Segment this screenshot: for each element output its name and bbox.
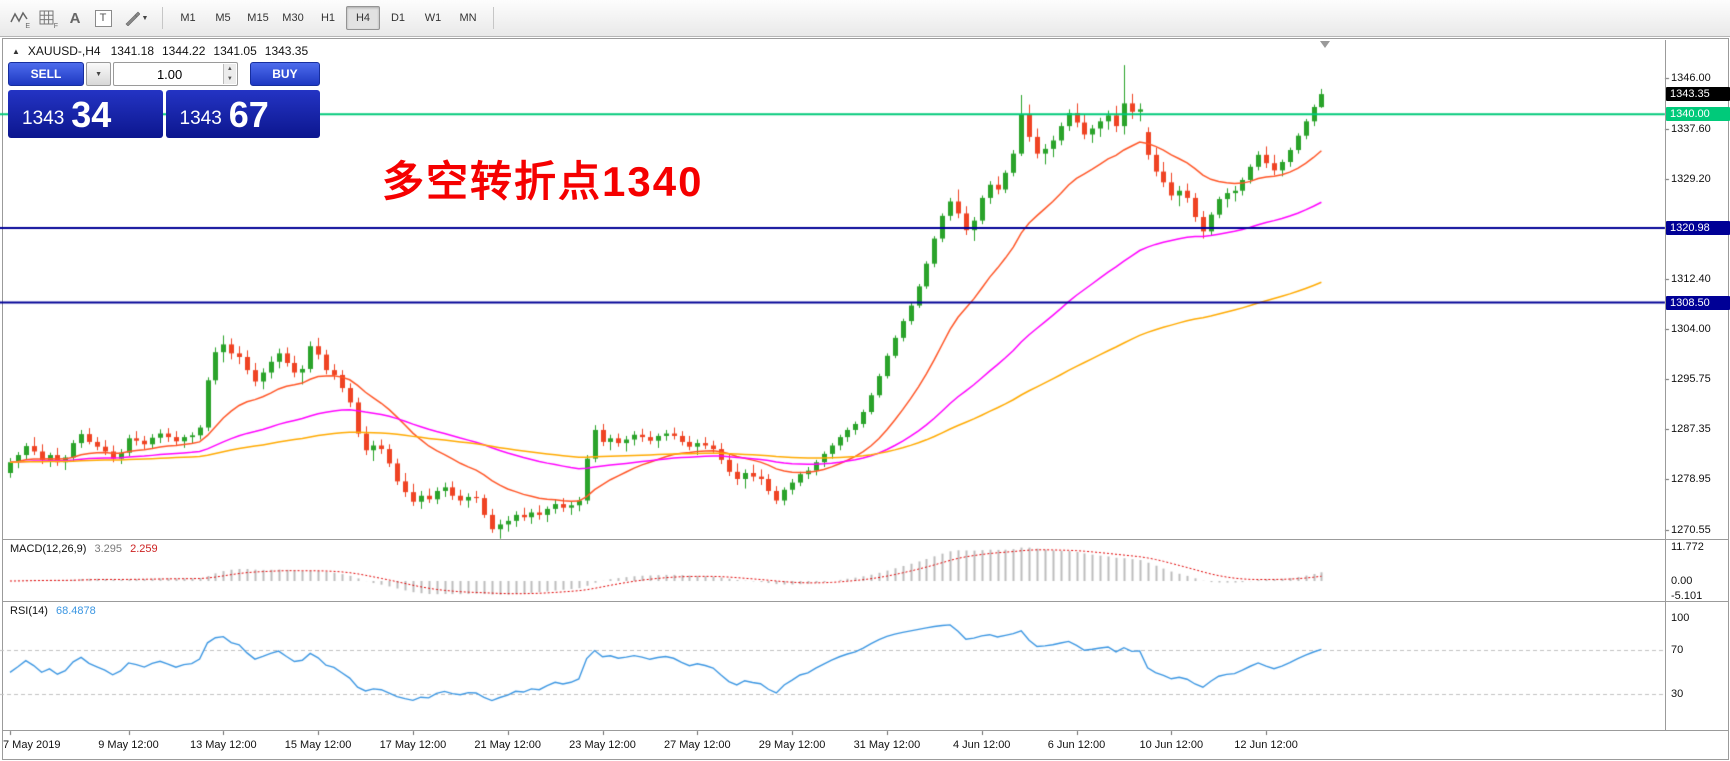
- autoscroll-marker-icon: [1320, 41, 1330, 48]
- ohlc-close: 1343.35: [264, 44, 309, 58]
- toolbar-separator: [493, 7, 494, 29]
- symbol-marker-icon: ▲: [12, 46, 20, 56]
- rsi-name: RSI(14): [10, 605, 48, 617]
- volume-input[interactable]: [114, 63, 237, 85]
- buy-price-pips: 67: [228, 94, 269, 135]
- time-axis[interactable]: [0, 731, 1730, 760]
- one-click-trade-panel: SELL ▼ ▲ ▼ BUY 1343 34 1343 67: [8, 62, 320, 138]
- volume-down-button[interactable]: ▼: [222, 74, 236, 84]
- indicators-icon[interactable]: E: [6, 5, 32, 31]
- volume-up-button[interactable]: ▲: [222, 64, 236, 74]
- macd-name: MACD(12,26,9): [10, 543, 87, 555]
- main-macd-divider[interactable]: [3, 539, 1728, 540]
- macd-rsi-divider[interactable]: [3, 601, 1728, 602]
- timeframe-w1[interactable]: W1: [424, 12, 442, 24]
- grid-icon-letter: F: [53, 23, 58, 30]
- symbol-label: XAUUSD-,H4: [27, 44, 101, 58]
- text-box-icon[interactable]: T: [90, 5, 116, 31]
- timeframe-group: M1 M5 M15 M30 H1 H4 D1 W1 MN: [171, 6, 485, 30]
- timeframe-h4[interactable]: H4: [346, 6, 380, 30]
- timeframe-h1[interactable]: H1: [320, 12, 336, 24]
- drawing-tools-icon[interactable]: ▼: [118, 5, 154, 31]
- sell-price-display[interactable]: 1343 34: [8, 90, 163, 138]
- ohlc-low: 1341.05: [213, 44, 257, 58]
- toolbar-separator: [162, 7, 163, 29]
- timeframe-m1[interactable]: M1: [180, 12, 196, 24]
- rsi-indicator-label: RSI(14) 68.4878: [10, 605, 101, 617]
- ohlc-high: 1344.22: [162, 44, 206, 58]
- rsi-timeaxis-divider: [3, 730, 1728, 731]
- macd-signal-value: 2.259: [130, 543, 158, 555]
- chart-annotation-text: 多空转折点1340: [382, 158, 704, 205]
- timeframe-d1[interactable]: D1: [390, 12, 406, 24]
- volume-box: ▲ ▼: [113, 62, 238, 86]
- symbol-ohlc-line: ▲ XAUUSD-,H4 1341.18 1344.22 1341.05 134…: [12, 44, 308, 58]
- buy-price-main: 1343: [179, 108, 222, 129]
- buy-price-display[interactable]: 1343 67: [165, 90, 320, 138]
- macd-indicator-label: MACD(12,26,9) 3.295 2.259: [10, 543, 163, 555]
- ohlc-open: 1341.18: [110, 44, 154, 58]
- text-annotation-icon[interactable]: A: [69, 9, 81, 27]
- chevron-down-icon: ▼: [95, 70, 103, 78]
- timeframe-m30[interactable]: M30: [282, 12, 304, 24]
- toolbar: E F A T ▼ M1 M5 M15 M30 H1 H4 D1 W1 MN: [0, 0, 1730, 37]
- timeframe-m5[interactable]: M5: [215, 12, 231, 24]
- price-axis[interactable]: [1666, 40, 1730, 730]
- volume-dropdown-button[interactable]: ▼: [85, 62, 112, 86]
- price-axis-divider: [1665, 40, 1666, 730]
- sell-button[interactable]: SELL: [8, 62, 84, 86]
- timeframe-m15[interactable]: M15: [247, 12, 269, 24]
- indicators-icon-letter: E: [25, 23, 30, 30]
- sell-price-pips: 34: [71, 94, 112, 135]
- rsi-value: 68.4878: [55, 605, 96, 617]
- buy-button[interactable]: BUY: [249, 62, 320, 86]
- macd-main-value: 3.295: [94, 543, 123, 555]
- sell-price-main: 1343: [22, 108, 65, 129]
- chevron-down-icon: ▼: [141, 14, 149, 22]
- grid-icon[interactable]: F: [34, 5, 60, 31]
- timeframe-mn[interactable]: MN: [459, 12, 477, 24]
